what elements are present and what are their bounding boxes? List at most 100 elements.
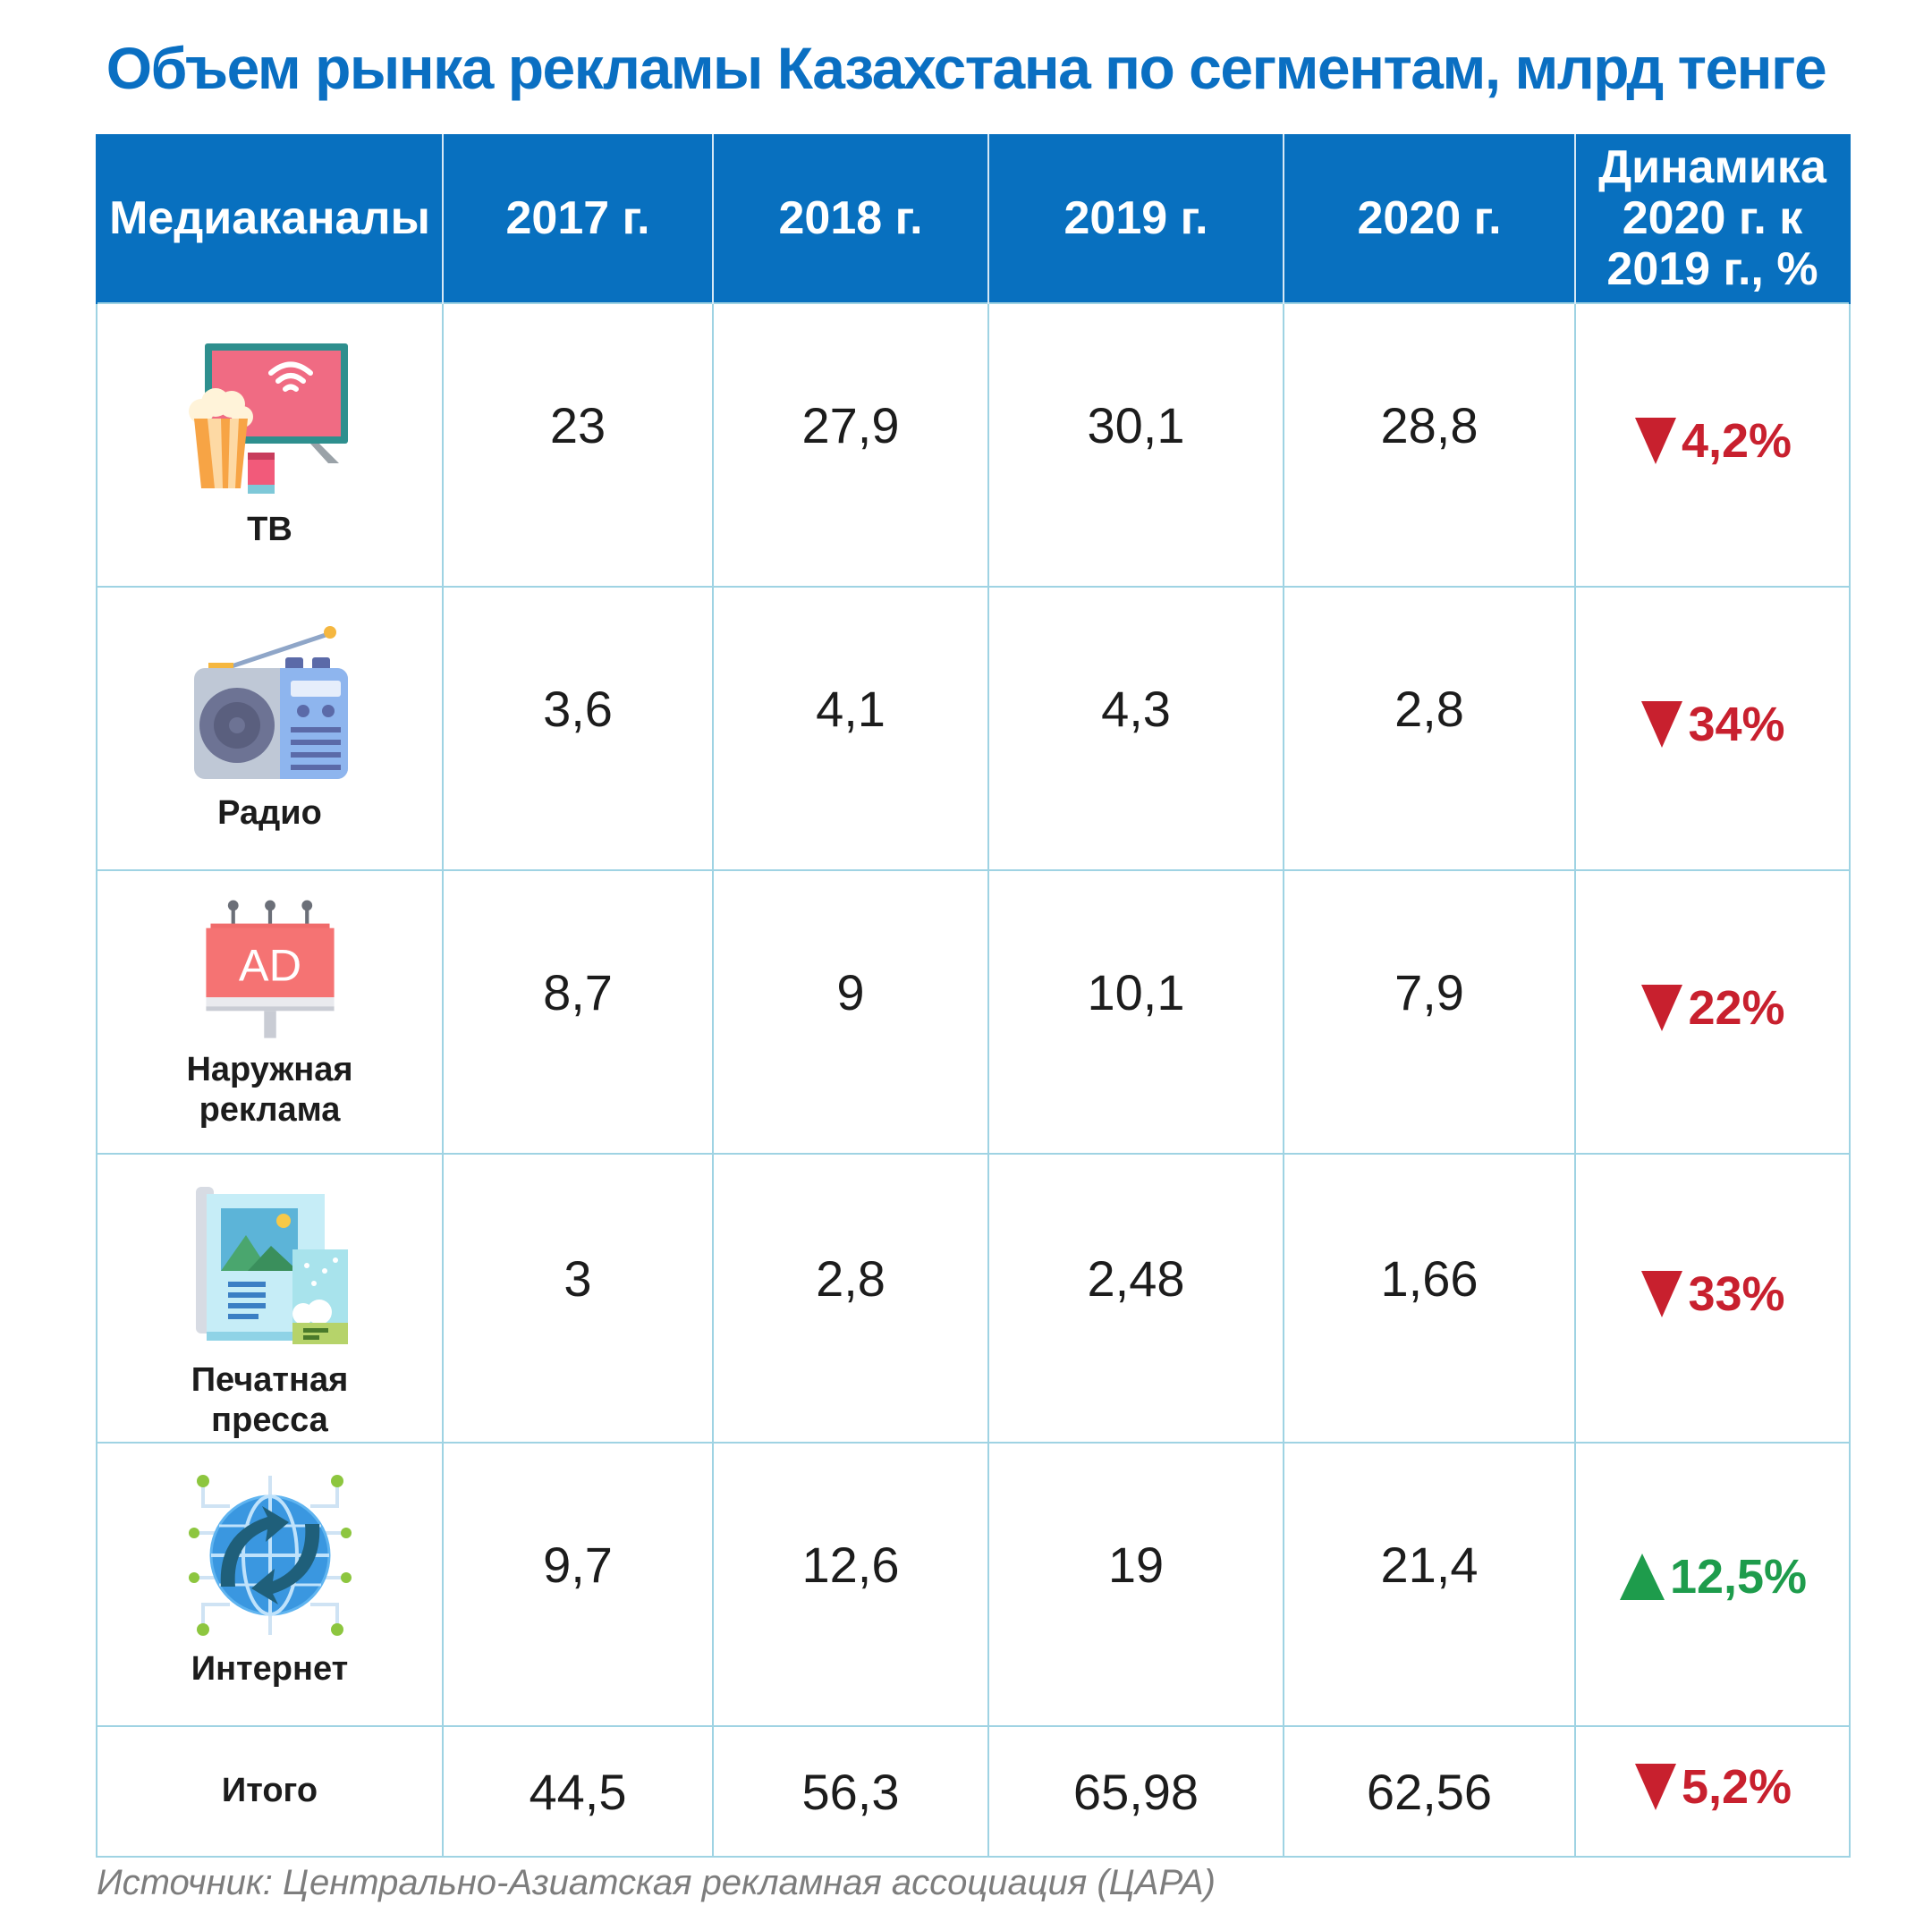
dynamics-value: 34%: [1688, 697, 1785, 751]
value-cell-2020: 1,66: [1283, 1153, 1576, 1444]
chart-title: Объем рынка рекламы Казахстана по сегмен…: [106, 35, 1827, 101]
down-triangle-icon: [1641, 700, 1683, 748]
value-2018: 56,3: [801, 1763, 900, 1820]
value-cell-2019: 65,98: [987, 1725, 1284, 1858]
value-cell-2018: 56,3: [712, 1725, 989, 1858]
value-cell-2017: 23: [442, 302, 714, 588]
value-cell-2017: 3,6: [442, 586, 714, 871]
dynamics-cell: 22%: [1574, 869, 1851, 1155]
channel-label: ТВ: [247, 511, 292, 548]
value-2018: 2,8: [816, 1250, 886, 1307]
value-cell-2018: 2,8: [712, 1153, 989, 1444]
column-header-2018: 2018 г.: [712, 134, 989, 303]
value-2020: 2,8: [1394, 681, 1464, 737]
value-2017: 8,7: [543, 964, 613, 1020]
table-row-internet: Интернет 9,7 12,6 19 21,4 12,5%: [96, 1442, 1851, 1727]
source-note: Источник: Центрально-Азиатская рекламная…: [97, 1863, 1216, 1902]
value-2018: 12,6: [801, 1537, 900, 1593]
dynamics-badge: 22%: [1640, 980, 1785, 1036]
dynamics-badge: 5,2%: [1633, 1759, 1792, 1815]
billboard-text: AD: [238, 940, 301, 991]
value-2019: 30,1: [1087, 397, 1185, 453]
value-cell-2017: 8,7: [442, 869, 714, 1155]
radio-icon: [193, 626, 348, 779]
value-2018: 9: [836, 964, 865, 1020]
value-2017: 44,5: [529, 1763, 627, 1820]
channel-cell: Интернет: [96, 1442, 444, 1727]
channel-cell: ТВ: [96, 302, 444, 588]
dynamics-badge: 34%: [1640, 697, 1785, 752]
dynamics-cell: 34%: [1574, 586, 1851, 871]
value-2020: 62,56: [1366, 1763, 1493, 1820]
channel-label: Печатная пресса: [191, 1361, 349, 1439]
dynamics-cell: 33%: [1574, 1153, 1851, 1444]
down-triangle-icon: [1634, 1764, 1676, 1810]
dynamics-value: 4,2%: [1681, 413, 1792, 468]
value-cell-2020: 62,56: [1283, 1725, 1576, 1858]
channel-cell: Радио: [96, 586, 444, 871]
value-2017: 9,7: [543, 1537, 613, 1593]
down-triangle-icon: [1641, 984, 1683, 1031]
channel-label: Итого: [221, 1772, 318, 1809]
dynamics-badge: 4,2%: [1633, 413, 1792, 469]
value-2018: 27,9: [801, 397, 900, 453]
tv-icon: [188, 343, 348, 494]
value-2020: 21,4: [1380, 1537, 1479, 1593]
up-triangle-icon: [1619, 1554, 1665, 1600]
down-triangle-icon: [1641, 1270, 1683, 1317]
table-row-tv: ТВ 23 27,9 30,1 28,8 4,2%: [96, 302, 1851, 588]
header-row: Медиаканалы 2017 г. 2018 г. 2019 г. 2020…: [96, 134, 1851, 303]
column-header-2019: 2019 г.: [987, 134, 1284, 303]
channel-cell: Итого: [96, 1725, 444, 1858]
column-header-2017: 2017 г.: [442, 134, 714, 303]
channel-label: Радио: [217, 794, 322, 832]
value-2020: 28,8: [1380, 397, 1479, 453]
table-row-radio: Радио 3,6 4,1 4,3 2,8 34%: [96, 586, 1851, 871]
dynamics-badge: 33%: [1640, 1266, 1785, 1322]
value-2017: 3,6: [543, 681, 613, 737]
table-row-print: Печатная пресса 3 2,8 2,48 1,66 33%: [96, 1153, 1851, 1444]
dynamics-cell: 12,5%: [1574, 1442, 1851, 1727]
column-header-2020: 2020 г.: [1283, 134, 1576, 303]
table-row-total: Итого 44,5 56,3 65,98 62,56 5,2%: [96, 1725, 1851, 1858]
channel-cell: Печатная пресса: [96, 1153, 444, 1444]
dynamics-value: 33%: [1688, 1266, 1785, 1321]
channel-label: Интернет: [191, 1650, 349, 1688]
value-cell-2019: 2,48: [987, 1153, 1284, 1444]
value-2019: 4,3: [1101, 681, 1171, 737]
value-cell-2020: 21,4: [1283, 1442, 1576, 1727]
internet-globe-icon: [188, 1475, 352, 1636]
dynamics-badge: 12,5%: [1618, 1549, 1807, 1604]
value-cell-2017: 9,7: [442, 1442, 714, 1727]
value-cell-2020: 28,8: [1283, 302, 1576, 588]
value-cell-2018: 4,1: [712, 586, 989, 871]
dynamics-cell: 5,2%: [1574, 1725, 1851, 1858]
table-row-outdoor: AD Наружная реклама 8,7 9 10,1 7,9 22%: [96, 869, 1851, 1155]
value-cell-2018: 12,6: [712, 1442, 989, 1727]
dynamics-value: 12,5%: [1669, 1550, 1808, 1604]
value-cell-2018: 9: [712, 869, 989, 1155]
value-2019: 2,48: [1087, 1250, 1185, 1307]
value-2017: 3: [564, 1250, 592, 1307]
dynamics-value: 22%: [1688, 980, 1785, 1035]
value-2019: 65,98: [1072, 1763, 1199, 1820]
value-cell-2017: 44,5: [442, 1725, 714, 1858]
value-2017: 23: [549, 397, 606, 453]
dynamics-cell: 4,2%: [1574, 302, 1851, 588]
value-cell-2019: 4,3: [987, 586, 1284, 871]
value-2020: 1,66: [1380, 1250, 1479, 1307]
channel-cell: AD Наружная реклама: [96, 869, 444, 1155]
print-press-icon: [195, 1187, 348, 1344]
column-header-dynamics: Динамика 2020 г. к 2019 г., %: [1574, 134, 1851, 303]
value-2018: 4,1: [816, 681, 886, 737]
channel-label: Наружная реклама: [186, 1051, 353, 1129]
value-2019: 19: [1107, 1537, 1165, 1593]
value-cell-2017: 3: [442, 1153, 714, 1444]
value-2020: 7,9: [1394, 964, 1464, 1020]
value-cell-2019: 30,1: [987, 302, 1284, 588]
column-header-channels: Медиаканалы: [96, 134, 444, 303]
value-cell-2019: 19: [987, 1442, 1284, 1727]
value-cell-2018: 27,9: [712, 302, 989, 588]
value-cell-2019: 10,1: [987, 869, 1284, 1155]
billboard-icon: AD: [205, 900, 335, 1038]
